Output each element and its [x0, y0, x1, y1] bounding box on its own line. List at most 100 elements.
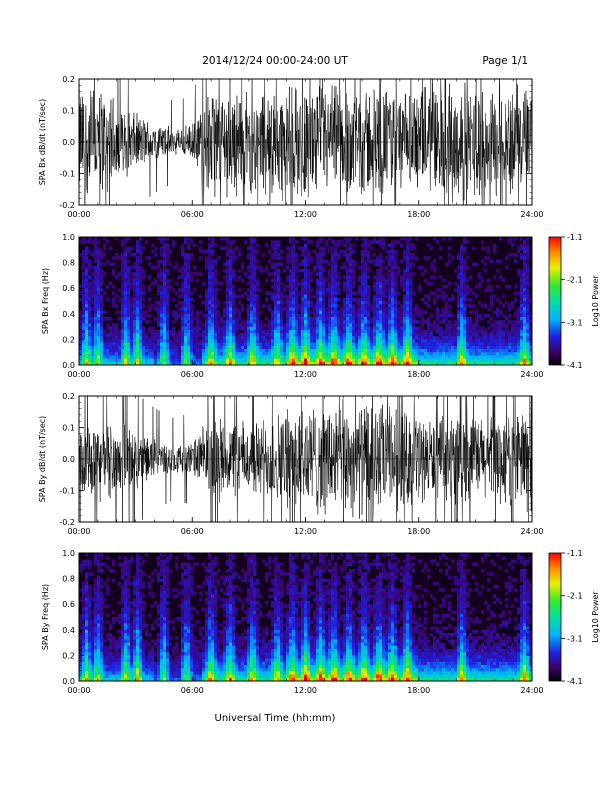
spectrogram-cell: [214, 313, 218, 318]
spectrogram-cell: [166, 345, 170, 350]
spectrogram-cell: [103, 655, 107, 659]
spectrogram-cell: [109, 358, 113, 363]
spectrogram-cell: [187, 342, 191, 347]
spectrogram-cell: [268, 291, 272, 295]
spectrogram-cell: [334, 339, 338, 343]
spectrogram-cell: [124, 275, 128, 279]
spectrogram-cell: [292, 256, 296, 260]
spectrogram-cell: [331, 307, 335, 311]
spectrogram-cell: [526, 297, 530, 302]
spectrogram-cell: [409, 253, 413, 257]
spectrogram-cell: [295, 323, 299, 327]
spectrogram-cell: [529, 329, 533, 334]
by-trace-xticks: 00:00 06:00 12:00 18:00 24:00: [67, 396, 544, 536]
bx-colorbar-label: Log10 Power: [591, 275, 600, 327]
spectrogram-cell: [214, 307, 218, 311]
spectrogram-cell: [442, 285, 446, 289]
spectrogram-cell: [340, 310, 344, 315]
spectrogram-cell: [253, 361, 257, 366]
spectrogram-cell: [379, 262, 383, 267]
spectrogram-cell: [475, 333, 479, 337]
spectrogram-cell: [349, 275, 353, 279]
spectrogram-cell: [94, 645, 98, 650]
spectrogram-cell: [352, 339, 356, 343]
spectrogram-cell: [100, 297, 104, 302]
spectrogram-cell: [427, 336, 431, 340]
spectrogram-cell: [175, 355, 179, 359]
spectrogram-cell: [85, 642, 89, 647]
spectrogram-cell: [346, 313, 350, 318]
spectrogram-cell: [97, 249, 101, 254]
spectrogram-cell: [289, 281, 293, 286]
spectrogram-cell: [142, 361, 146, 366]
spectrogram-cell: [307, 297, 311, 302]
spectrogram-cell: [322, 301, 326, 305]
spectrogram-cell: [523, 278, 527, 283]
spectrogram-cell: [142, 246, 146, 251]
spectrogram-cell: [313, 336, 317, 340]
spectrogram-cell: [118, 629, 122, 634]
spectrogram-cell: [178, 336, 182, 340]
spectrogram-cell: [85, 572, 89, 576]
spectrogram-cell: [274, 291, 278, 295]
spectrogram-cell: [313, 310, 317, 315]
spectrogram-cell: [169, 349, 173, 353]
spectrogram-cell: [331, 291, 335, 295]
spectrogram-cell: [316, 285, 320, 289]
spectrogram-cell: [505, 285, 509, 289]
spectrogram-cell: [247, 358, 251, 363]
spectrogram-cell: [403, 336, 407, 340]
spectrogram-cell: [94, 665, 98, 669]
spectrogram-cell: [349, 249, 353, 254]
spectrogram-cell: [403, 278, 407, 283]
spectrogram-cell: [265, 349, 269, 353]
spectrogram-cell: [292, 339, 296, 343]
spectrogram-cell: [208, 342, 212, 347]
spectrogram-cell: [133, 310, 137, 315]
spectrogram-cell: [289, 259, 293, 263]
spectrogram-cell: [334, 310, 338, 315]
spectrogram-cell: [175, 358, 179, 363]
spectrogram-cell: [331, 323, 335, 327]
spectrogram-cell: [217, 310, 221, 315]
spectrogram-cell: [382, 278, 386, 283]
spectrogram-cell: [100, 336, 104, 340]
spectrogram-cell: [259, 361, 263, 366]
spectrogram-cell: [514, 349, 518, 353]
spectrogram-cell: [451, 294, 455, 299]
spectrogram-cell: [523, 265, 527, 270]
spectrogram-cell: [367, 310, 371, 315]
spectrogram-cell: [205, 329, 209, 334]
spectrogram-cell: [448, 329, 452, 334]
spectrogram-cell: [295, 301, 299, 305]
spectrogram-cell: [487, 288, 491, 292]
spectrogram-cell: [91, 339, 95, 343]
spectrogram-cell: [226, 358, 230, 363]
spectrogram-cell: [322, 253, 326, 257]
spectrogram-cell: [310, 240, 314, 244]
spectrogram-cell: [127, 307, 131, 311]
spectrogram-cell: [304, 243, 308, 247]
spectrogram-cell: [349, 355, 353, 359]
spectrogram-cell: [244, 339, 248, 343]
spectrogram-cell: [166, 237, 170, 241]
spectrogram-cell: [373, 281, 377, 286]
spectrogram-cell: [229, 240, 233, 244]
spectrogram-cell: [349, 297, 353, 302]
spectrogram-cell: [367, 333, 371, 337]
spectrogram-cell: [427, 352, 431, 356]
spectrogram-cell: [463, 237, 467, 241]
spectrogram-cell: [304, 323, 308, 327]
spectrogram-cell: [394, 272, 398, 276]
spectrogram-cell: [121, 259, 125, 263]
spectrogram-cell: [295, 281, 299, 286]
spectrogram-cell: [523, 262, 527, 267]
spectrogram-cell: [439, 352, 443, 356]
spectrogram-cell: [82, 607, 86, 611]
spectrogram-cell: [88, 262, 92, 267]
spectrogram-cell: [391, 349, 395, 353]
spectrogram-cell: [88, 345, 92, 350]
spectrogram-cell: [463, 275, 467, 279]
spectrogram-cell: [247, 345, 251, 350]
spectrogram-cell: [328, 358, 332, 363]
